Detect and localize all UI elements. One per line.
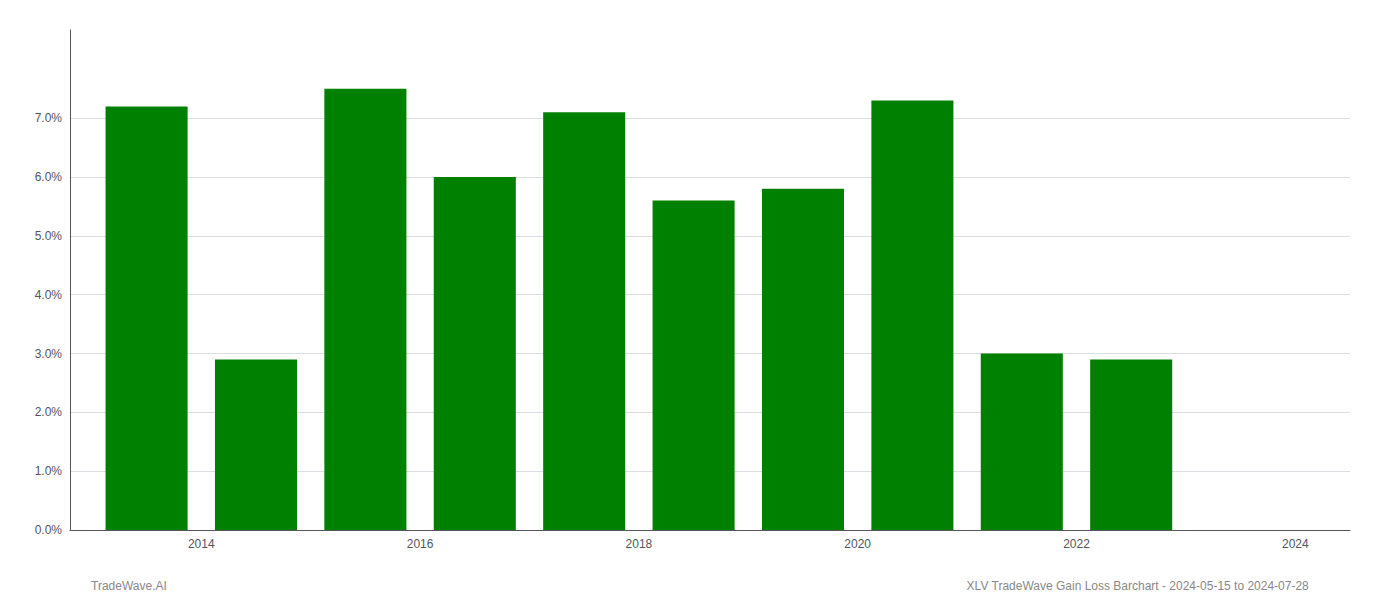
svg-text:XLV TradeWave Gain Loss Barcha: XLV TradeWave Gain Loss Barchart - 2024-… — [967, 579, 1310, 593]
svg-text:1.0%: 1.0% — [35, 464, 63, 478]
svg-text:2016: 2016 — [407, 537, 434, 551]
svg-text:2024: 2024 — [1282, 537, 1309, 551]
svg-text:2022: 2022 — [1063, 537, 1090, 551]
svg-text:TradeWave.AI: TradeWave.AI — [91, 579, 167, 593]
svg-text:0.0%: 0.0% — [35, 523, 63, 537]
svg-text:3.0%: 3.0% — [35, 347, 63, 361]
svg-text:2018: 2018 — [626, 537, 653, 551]
svg-text:2014: 2014 — [188, 537, 215, 551]
svg-text:5.0%: 5.0% — [35, 229, 63, 243]
svg-text:2.0%: 2.0% — [35, 405, 63, 419]
svg-text:7.0%: 7.0% — [35, 111, 63, 125]
svg-text:4.0%: 4.0% — [35, 288, 63, 302]
svg-text:6.0%: 6.0% — [35, 170, 63, 184]
svg-text:2020: 2020 — [844, 537, 871, 551]
